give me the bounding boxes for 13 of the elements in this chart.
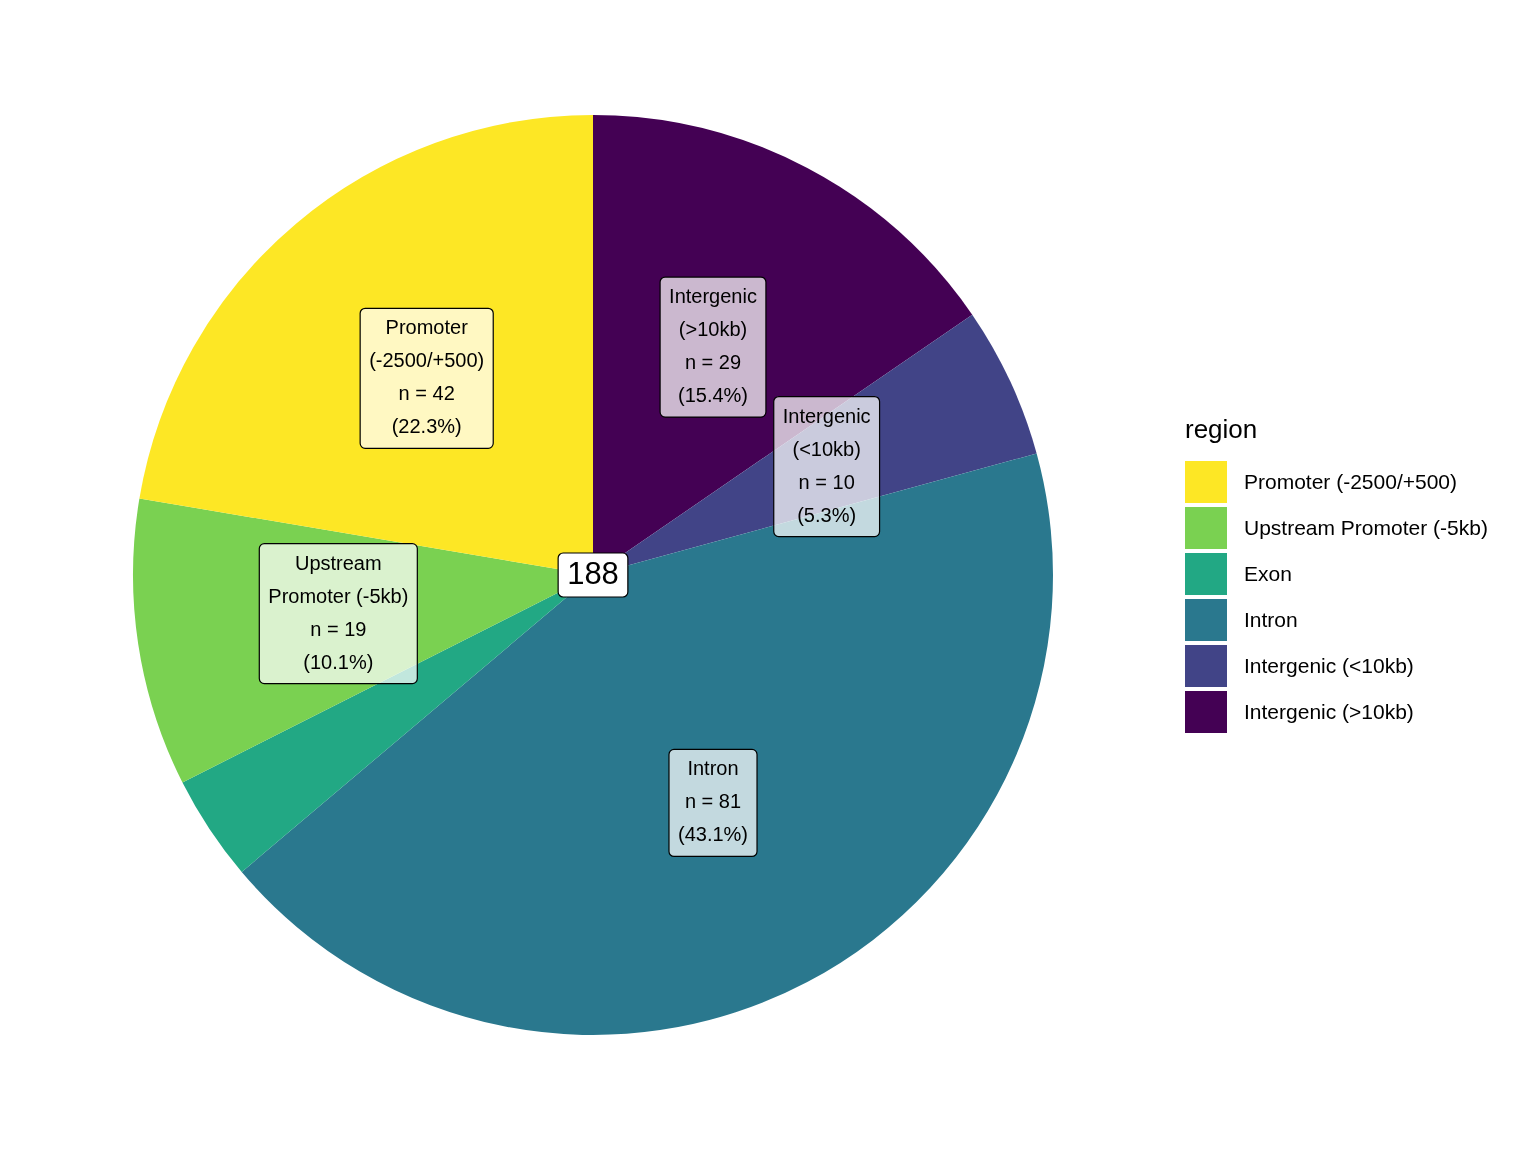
legend-label: Intergenic (>10kb) [1244, 700, 1414, 724]
data-label: Intron n = 81 (43.1%) [677, 757, 749, 846]
legend-label: Upstream Promoter (-5kb) [1244, 516, 1488, 540]
data-label: Intergenic (>10kb) n = 29 (15.4%) [669, 285, 757, 407]
legend-label: Exon [1244, 562, 1292, 586]
data-label: Upstream Promoter (-5kb) n = 19 (10.1%) [268, 551, 409, 673]
data-label: Promoter (-2500/+500) n = 42 (22.3%) [369, 316, 485, 438]
legend-title: region [1185, 414, 1259, 445]
legend-label: Intergenic (<10kb) [1244, 654, 1414, 678]
legend-label: Promoter (-2500/+500) [1244, 470, 1458, 494]
data-label: Intergenic (<10kb) n = 10 (5.3%) [782, 404, 871, 526]
text: 188 [567, 555, 619, 591]
legend-label: Intron [1244, 608, 1298, 632]
